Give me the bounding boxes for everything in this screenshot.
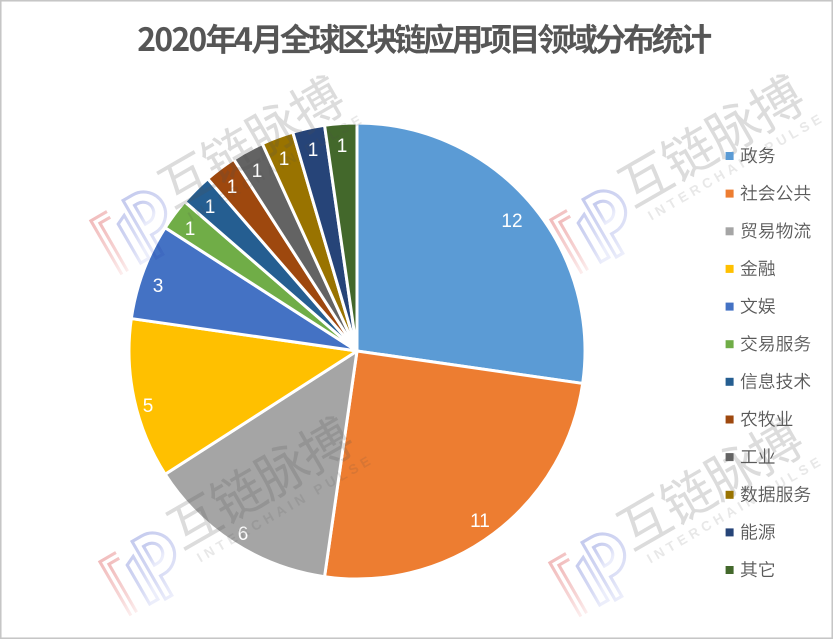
svg-text:1: 1 — [337, 136, 348, 157]
svg-text:5: 5 — [143, 396, 154, 417]
svg-text:11: 11 — [470, 511, 490, 532]
svg-text:1: 1 — [227, 177, 238, 198]
svg-text:1: 1 — [308, 140, 319, 161]
svg-text:12: 12 — [501, 211, 522, 232]
svg-text:1: 1 — [185, 219, 196, 240]
svg-text:1: 1 — [205, 197, 216, 218]
svg-text:6: 6 — [238, 524, 249, 545]
svg-text:3: 3 — [153, 276, 164, 297]
svg-text:1: 1 — [252, 161, 263, 182]
svg-text:1: 1 — [279, 149, 290, 170]
